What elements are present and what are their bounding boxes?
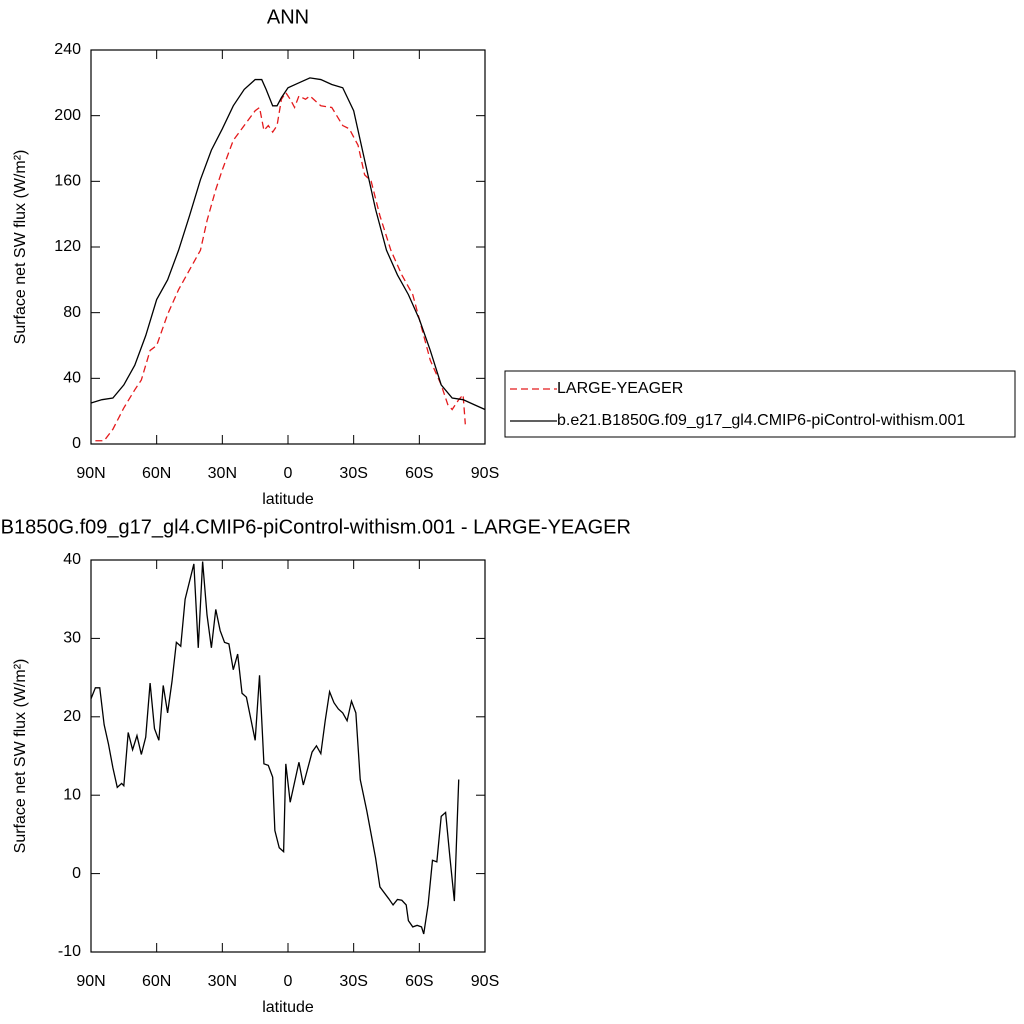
y-tick-label: 200 [54, 107, 81, 124]
y-tick-label: 40 [63, 370, 81, 387]
x-tick-label: 90N [76, 973, 105, 990]
y-tick-label: 20 [63, 708, 81, 725]
plot-frame [90, 49, 486, 445]
y-tick-label: 0 [72, 435, 81, 452]
legend-box [504, 370, 1016, 438]
x-tick-label: 30S [339, 465, 367, 482]
x-tick-label: 0 [284, 465, 293, 482]
x-tick-label: 0 [284, 973, 293, 990]
x-tick-label: 30S [339, 973, 367, 990]
x-tick-label: 30N [208, 973, 237, 990]
x-axis-label: latitude [262, 999, 314, 1016]
chart-title: ANN [267, 6, 309, 28]
data-line [90, 561, 460, 935]
x-tick-label: 30N [208, 465, 237, 482]
legend-label: b.e21.B1850G.f09_g17_gl4.CMIP6-piControl… [557, 412, 965, 429]
x-tick-label: 60N [142, 465, 171, 482]
y-tick-label: 160 [54, 173, 81, 190]
y-tick-label: 120 [54, 238, 81, 255]
data-line [95, 91, 466, 442]
y-tick-label: 40 [63, 551, 81, 568]
y-tick-label: 0 [72, 865, 81, 882]
x-tick-label: 90S [471, 973, 499, 990]
plot-frame [90, 559, 486, 953]
x-axis-label: latitude [262, 491, 314, 508]
chart-title: b.e21.B1850G.f09_g17_gl4.CMIP6-piControl… [0, 516, 631, 538]
y-tick-label: 30 [63, 630, 81, 647]
y-tick-label: 10 [63, 786, 81, 803]
x-tick-label: 60S [405, 465, 433, 482]
x-tick-label: 60N [142, 973, 171, 990]
y-axis-label: Surface net SW flux (W/m²) [12, 659, 29, 854]
y-tick-label: 80 [63, 304, 81, 321]
legend-label: LARGE-YEAGER [557, 380, 683, 397]
y-tick-label: -10 [58, 943, 81, 960]
x-tick-label: 90N [76, 465, 105, 482]
x-tick-label: 60S [405, 973, 433, 990]
y-axis-label: Surface net SW flux (W/m²) [12, 150, 29, 345]
data-line [90, 77, 486, 411]
x-tick-label: 90S [471, 465, 499, 482]
y-tick-label: 240 [54, 41, 81, 58]
